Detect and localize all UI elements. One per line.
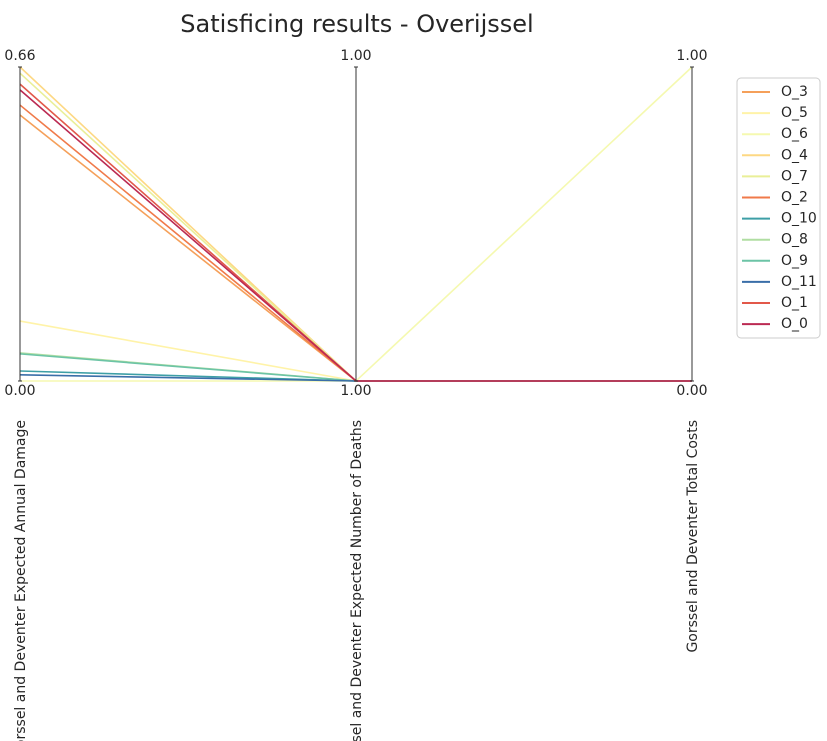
legend-label: O_2 [781, 190, 808, 206]
legend-label: O_7 [781, 168, 808, 184]
axis-label: Gorssel and Deventer Expected Annual Dam… [13, 420, 29, 741]
legend-label: O_0 [781, 316, 808, 332]
tick-label: 1.00 [340, 383, 371, 399]
chart-title: Satisficing results - Overijssel [180, 10, 533, 38]
axis-label: Gorssel and Deventer Expected Number of … [349, 420, 365, 741]
tick-label: 0.66 [4, 48, 35, 64]
legend-label: O_3 [781, 84, 808, 100]
legend-label: O_8 [781, 232, 808, 248]
legend-label: O_1 [781, 295, 808, 311]
legend-label: O_9 [781, 253, 808, 269]
legend-label: O_11 [781, 274, 817, 290]
tick-label: 1.00 [340, 48, 371, 64]
tick-label: 1.00 [676, 48, 707, 64]
legend-box [736, 77, 821, 339]
legend-label: O_10 [781, 211, 817, 227]
legend-label: O_6 [781, 126, 808, 142]
legend-label: O_5 [781, 105, 808, 121]
legend-label: O_4 [781, 147, 808, 163]
tick-label: 0.00 [676, 383, 707, 399]
axis-label: Gorssel and Deventer Total Costs [685, 420, 701, 653]
tick-label: 0.00 [4, 383, 35, 399]
